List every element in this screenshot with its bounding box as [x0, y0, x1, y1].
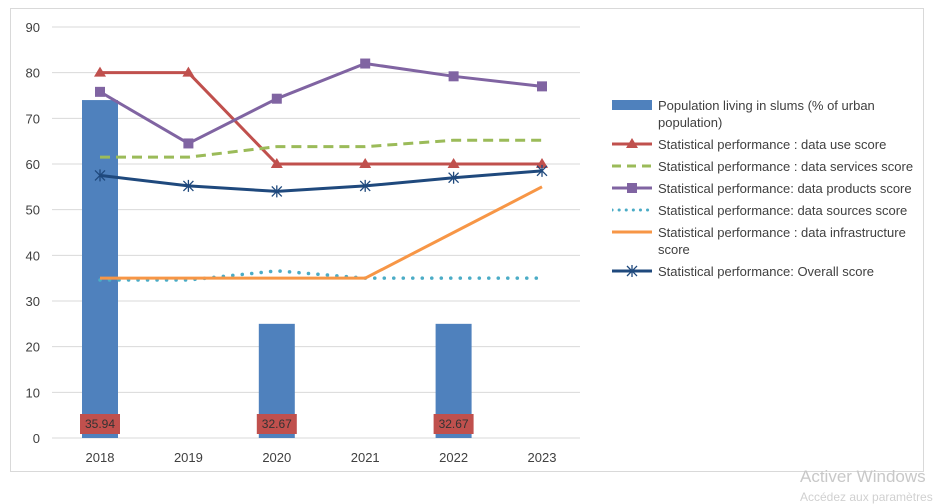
y-tick-label: 60: [26, 157, 40, 172]
x-tick-label: 2018: [86, 450, 115, 465]
y-tick-label: 70: [26, 111, 40, 126]
legend-item: Population living in slums (% of urban p…: [612, 97, 922, 131]
data-label-box: [80, 414, 120, 434]
y-tick-label: 50: [26, 203, 40, 218]
star-marker: [448, 171, 460, 184]
square-marker: [183, 138, 194, 149]
legend-label: Population living in slums (% of urban p…: [658, 98, 875, 130]
legend-item: Statistical performance: data products s…: [612, 180, 922, 197]
legend-label: Statistical performance : data services …: [658, 159, 914, 174]
y-tick-label: 0: [33, 431, 40, 446]
y-tick-label: 90: [26, 20, 40, 35]
star-marker: [359, 179, 371, 192]
triangle-marker: [182, 66, 195, 77]
star-marker: [271, 185, 283, 198]
series-line: [100, 138, 542, 159]
square-marker: [537, 81, 547, 92]
series-line: [99, 62, 543, 145]
y-tick-label: 20: [26, 340, 40, 355]
legend-item: Statistical performance: data sources sc…: [612, 202, 922, 219]
legend-label: Statistical performance: data products s…: [658, 181, 912, 196]
legend-label: Statistical performance : data infrastru…: [658, 225, 906, 257]
legend-item: Statistical performance : data infrastru…: [612, 224, 922, 258]
series-line: [100, 185, 543, 280]
legend-swatch: [612, 183, 652, 193]
chart-frame: [10, 8, 924, 472]
legend-swatch: [612, 265, 652, 277]
y-tick-label: 10: [26, 385, 40, 400]
x-tick-label: 2021: [351, 450, 380, 465]
data-label: 32.67: [262, 417, 292, 431]
star-marker: [182, 179, 194, 192]
data-label-box: [433, 414, 474, 434]
data-label-box: [256, 414, 297, 434]
legend-label: Statistical performance: Overall score: [658, 264, 875, 279]
x-tick-label: 2022: [439, 450, 468, 465]
legend-swatch: [612, 208, 652, 212]
series-line: [99, 169, 543, 193]
star-marker: [536, 164, 548, 177]
x-tick-label: 2020: [262, 450, 291, 465]
square-marker: [95, 86, 105, 97]
y-tick-label: 30: [26, 294, 40, 309]
legend-swatch: [612, 230, 652, 234]
legend-swatch: [612, 138, 652, 148]
x-tick-label: 2023: [528, 450, 557, 465]
triangle-marker: [94, 66, 106, 77]
legend-swatch: [612, 100, 652, 110]
chart-legend: Population living in slums (% of urban p…: [612, 97, 922, 285]
data-label: 35.94: [85, 417, 115, 431]
square-marker: [360, 58, 371, 69]
legend-label: Statistical performance : data use score: [658, 137, 887, 152]
x-tick-label: 2019: [174, 450, 203, 465]
legend-label: Statistical performance: data sources sc…: [658, 203, 908, 218]
y-tick-label: 80: [26, 66, 40, 81]
series-line: [98, 269, 544, 282]
triangle-marker: [447, 158, 460, 168]
legend-item: Statistical performance : data services …: [612, 158, 922, 175]
series-line: [100, 71, 542, 166]
square-marker: [271, 93, 282, 104]
legend-item: Statistical performance: Overall score: [612, 263, 922, 280]
bar: [82, 100, 118, 439]
y-tick-label: 40: [26, 248, 40, 263]
legend-swatch: [612, 164, 652, 168]
square-marker: [448, 71, 459, 82]
triangle-marker: [536, 158, 548, 168]
legend-item: Statistical performance : data use score: [612, 136, 922, 153]
windows-watermark-sub: Accédez aux paramètres: [800, 490, 933, 504]
triangle-marker: [270, 158, 283, 168]
data-label: 32.67: [439, 417, 469, 431]
windows-watermark: Activer Windows: [800, 467, 926, 486]
star-marker: [94, 169, 106, 182]
triangle-marker: [359, 158, 372, 168]
